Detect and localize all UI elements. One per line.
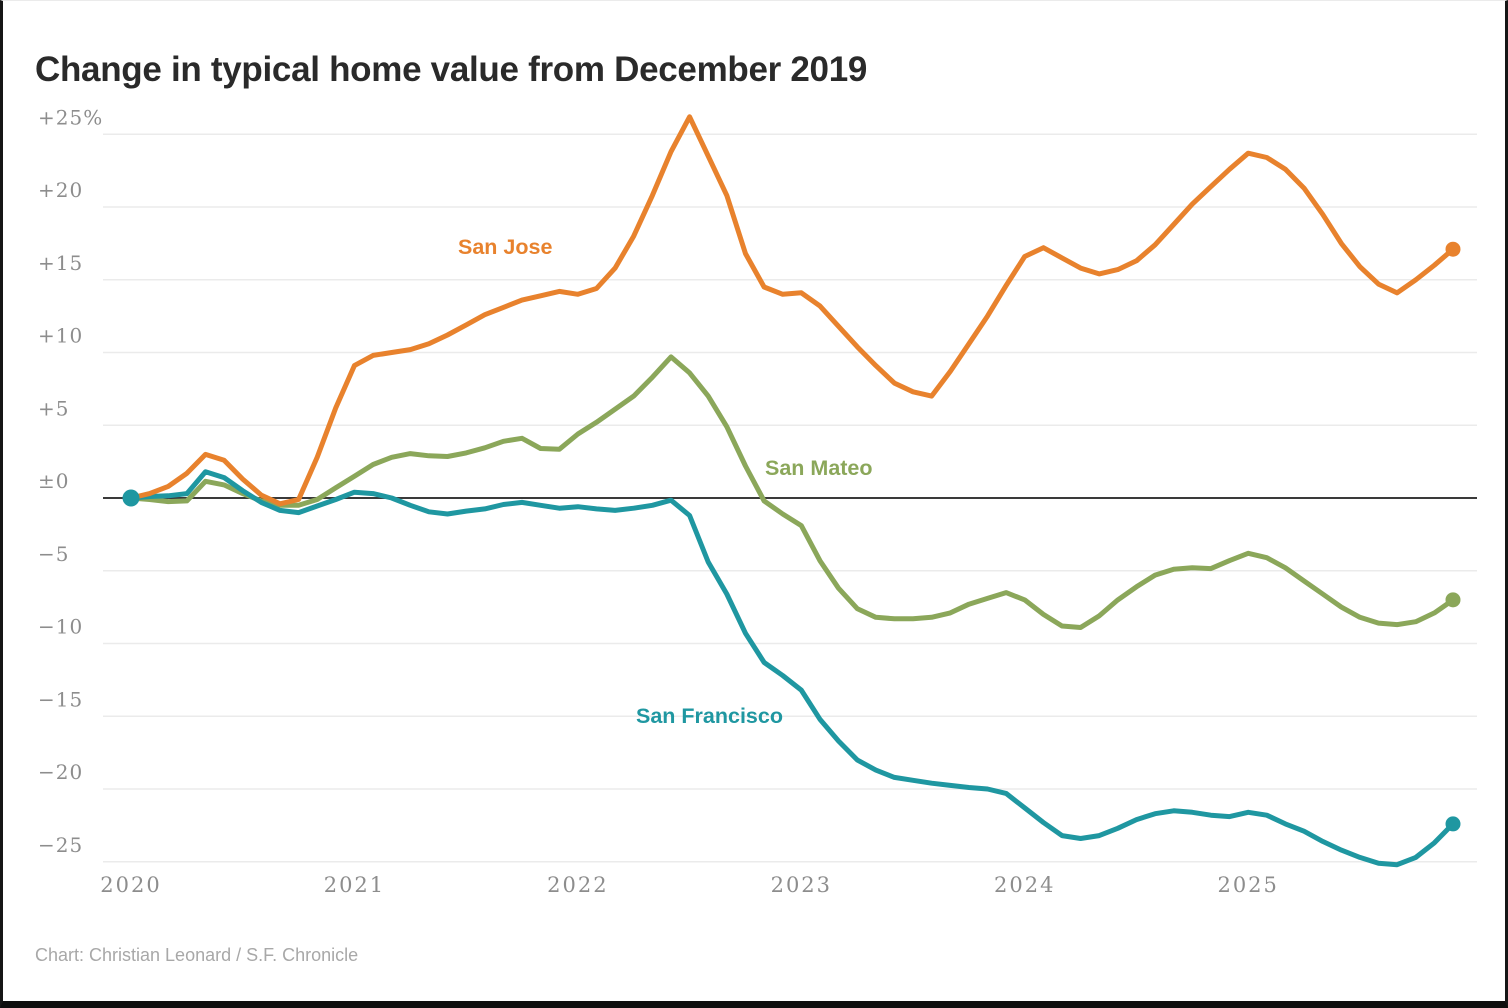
x-axis-label: 2021 bbox=[324, 873, 385, 897]
series-label-san-mateo: San Mateo bbox=[765, 456, 873, 480]
series-label-san-jose: San Jose bbox=[458, 235, 553, 259]
y-axis-label: +25% bbox=[38, 105, 103, 129]
y-axis-label: −10 bbox=[38, 615, 83, 639]
series-end-dot-san-francisco bbox=[1445, 816, 1461, 832]
y-axis-label: +15 bbox=[38, 251, 83, 275]
series-end-dot-san-jose bbox=[1445, 241, 1461, 257]
series-end-dot-san-mateo bbox=[1445, 592, 1461, 608]
series-line-san-mateo bbox=[128, 354, 1456, 630]
y-axis-label: +10 bbox=[38, 324, 83, 348]
chart-title: Change in typical home value from Decemb… bbox=[35, 50, 868, 90]
x-axis-label: 2020 bbox=[100, 873, 161, 897]
y-axis-label: +5 bbox=[38, 396, 69, 420]
x-axis-label: 2023 bbox=[771, 873, 832, 897]
y-axis-label: ±0 bbox=[38, 469, 69, 493]
y-axis-label: −20 bbox=[38, 760, 83, 784]
chart-credit: Chart: Christian Leonard / S.F. Chronicl… bbox=[35, 945, 359, 965]
series-label-san-francisco: San Francisco bbox=[636, 704, 783, 728]
y-axis-label: −15 bbox=[38, 687, 83, 711]
chart-canvas: +25% +20 +15 +10 +5 ±0 −5 −10 −15 −20 −25 2020 2021 2… bbox=[38, 105, 1477, 897]
y-axis-label: −25 bbox=[38, 833, 83, 857]
y-axis-label: +20 bbox=[38, 178, 83, 202]
series-line-san-francisco bbox=[128, 469, 1456, 868]
x-axis-label: 2024 bbox=[994, 873, 1055, 897]
x-axis-label: 2022 bbox=[547, 873, 608, 897]
x-axis-label: 2025 bbox=[1217, 873, 1278, 897]
series-start-dot bbox=[122, 489, 140, 507]
y-axis-label: −5 bbox=[38, 542, 69, 566]
series-line-san-jose bbox=[128, 114, 1456, 507]
